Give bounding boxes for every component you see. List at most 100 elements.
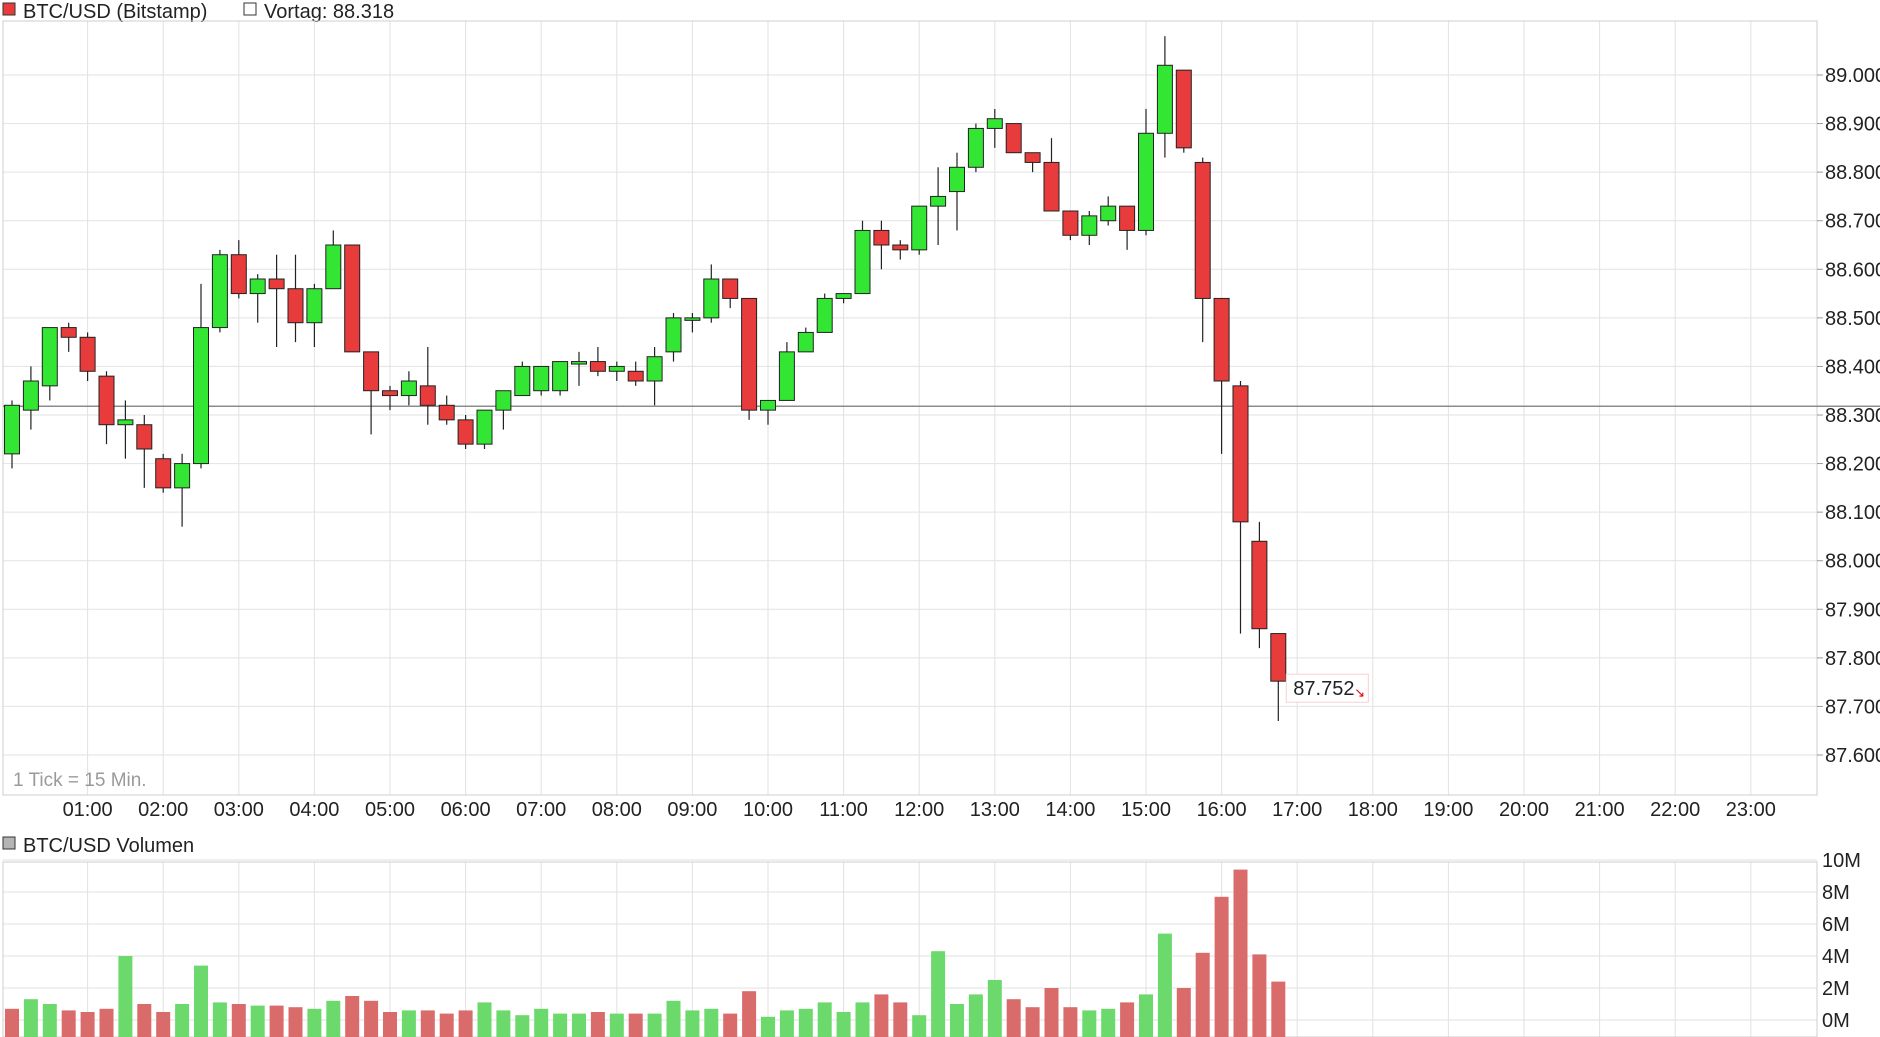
candle-body	[98, 375, 115, 426]
volume-bar	[534, 1008, 549, 1037]
price-tick-label: 87.900	[1825, 599, 1880, 621]
time-tick-label: 17:00	[1272, 799, 1322, 821]
volume-bar	[307, 1008, 322, 1037]
volume-bar	[1176, 988, 1191, 1037]
volume-bar	[194, 965, 208, 1037]
volume-bar-series	[5, 869, 1286, 1037]
candle-body	[571, 361, 587, 365]
volume-bar	[912, 1015, 927, 1037]
candle	[722, 278, 739, 309]
candle	[457, 415, 474, 449]
candle	[835, 293, 852, 304]
volume-bar	[326, 1000, 341, 1037]
candle	[382, 385, 398, 411]
candle-body	[117, 419, 134, 426]
time-tick-label: 23:00	[1726, 799, 1776, 821]
time-tick-label: 16:00	[1197, 799, 1247, 821]
candle	[79, 332, 96, 381]
volume-bar	[987, 980, 1002, 1037]
candle-body	[495, 390, 512, 411]
candle-body	[174, 463, 191, 489]
time-tick-label: 22:00	[1650, 799, 1700, 821]
candle-body	[193, 327, 209, 465]
candle	[911, 205, 928, 255]
candle-body	[1251, 540, 1268, 630]
price-tick-label: 88.200	[1825, 454, 1880, 476]
volume-bar	[817, 1002, 832, 1037]
volume-bar	[212, 1002, 227, 1037]
candle	[1081, 211, 1098, 245]
volume-bar	[477, 1002, 492, 1037]
volume-bar	[798, 1008, 813, 1037]
candle-body	[778, 351, 795, 401]
candle-body	[1194, 161, 1211, 299]
volume-tick-label: 0M	[1822, 1010, 1850, 1032]
candle-body	[60, 327, 77, 338]
time-tick-label: 06:00	[441, 799, 491, 821]
candle	[741, 297, 758, 420]
time-tick-label: 05:00	[365, 799, 415, 821]
candle	[514, 361, 531, 397]
price-tick-label: 87.700	[1825, 696, 1880, 718]
time-tick-label: 19:00	[1423, 799, 1473, 821]
volume-bar	[175, 1004, 190, 1037]
candle	[98, 371, 115, 445]
candle	[249, 274, 266, 323]
volume-bar	[137, 1004, 152, 1037]
candle-body	[854, 229, 871, 295]
candle-body	[211, 254, 228, 329]
volume-bar	[1214, 896, 1229, 1037]
candle-body	[949, 166, 965, 193]
candle-body	[476, 409, 493, 445]
volume-bar	[1157, 933, 1172, 1037]
candle	[22, 366, 39, 430]
time-tick-label: 08:00	[592, 799, 642, 821]
time-tick-label: 11:00	[819, 799, 868, 821]
candle-body	[684, 317, 701, 321]
volume-tick-label: 6M	[1822, 914, 1850, 936]
candle	[1138, 109, 1154, 236]
candle	[438, 395, 455, 425]
candle	[986, 109, 1003, 148]
volume-bar	[666, 1000, 681, 1037]
volume-bar	[496, 1010, 511, 1037]
candle-body	[797, 331, 814, 353]
volume-bar	[647, 1013, 662, 1037]
last-price-marker: 87.752 ↘	[1285, 673, 1369, 703]
candle-body	[967, 127, 984, 168]
candle-body	[835, 293, 852, 299]
volume-bar	[1044, 988, 1059, 1037]
price-tick-label: 89.000	[1825, 65, 1880, 87]
candle	[60, 322, 77, 352]
candle	[892, 240, 909, 260]
volume-bar	[118, 956, 133, 1037]
candle	[1043, 138, 1060, 212]
time-tick-label: 10:00	[743, 799, 793, 821]
volume-bar	[950, 1004, 964, 1037]
time-tick-label: 03:00	[214, 799, 264, 821]
price-tick-label: 87.600	[1825, 745, 1880, 767]
candle	[419, 347, 436, 425]
candle-body	[79, 336, 96, 372]
candle-body	[1232, 385, 1249, 523]
price-grid	[3, 21, 1817, 795]
candle-body	[438, 404, 455, 421]
volume-bar	[250, 1005, 265, 1037]
candle	[136, 415, 153, 488]
volume-bar	[836, 1012, 851, 1037]
volume-bar	[401, 1010, 416, 1037]
volume-bar	[269, 1005, 284, 1037]
volume-bar	[61, 1010, 76, 1037]
candle	[1005, 123, 1022, 154]
volume-bar	[99, 1008, 114, 1037]
candle-body	[627, 370, 644, 382]
candle-body	[552, 361, 569, 392]
series-color-swatch	[2, 2, 16, 16]
time-tick-label: 09:00	[667, 799, 717, 821]
candle-body	[22, 380, 39, 411]
candle	[1156, 36, 1173, 158]
tick-note: 1 Tick = 15 Min.	[13, 770, 147, 791]
candle-body	[4, 404, 20, 455]
volume-tick-label: 10M	[1822, 850, 1861, 872]
